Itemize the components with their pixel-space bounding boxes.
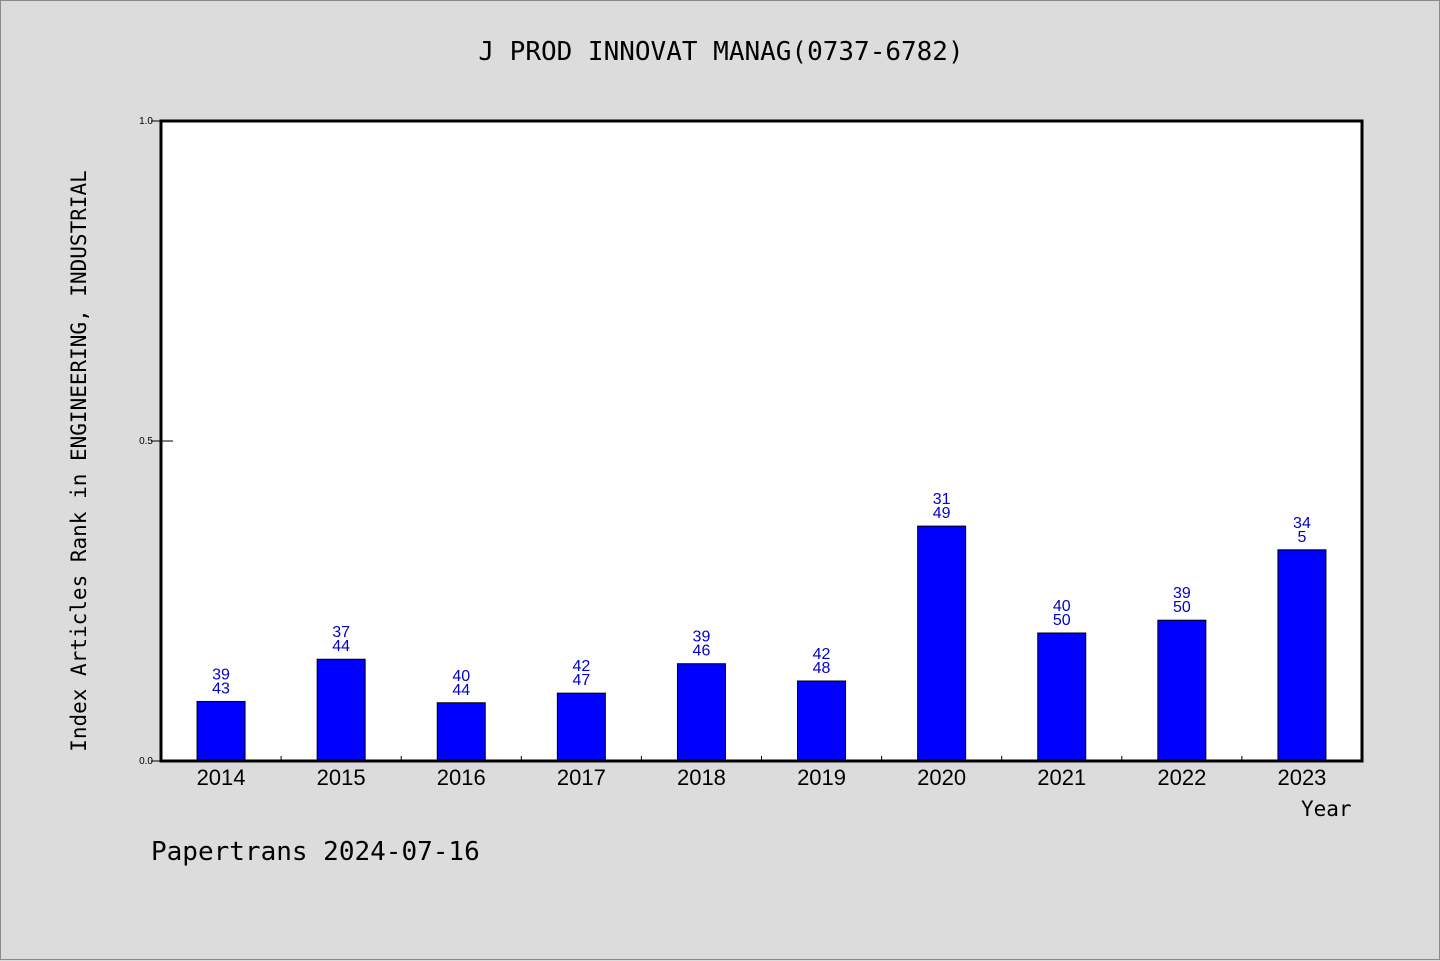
x-tick-label: 2017 (557, 765, 606, 790)
bar (1037, 632, 1087, 762)
y-tick-label: 0.0 (139, 756, 153, 767)
bar-label-bottom: 44 (332, 638, 350, 655)
bar-label-bottom: 46 (693, 643, 711, 660)
x-axis-label: Year (1301, 797, 1352, 821)
footer-credit: Papertrans 2024-07-16 (151, 837, 480, 867)
bar-label-bottom: 43 (212, 680, 230, 697)
x-tick-label: 2018 (677, 765, 726, 790)
x-tick-label: 2022 (1157, 765, 1206, 790)
bar (556, 692, 606, 762)
x-tick-label: 2020 (917, 765, 966, 790)
bar (676, 663, 726, 762)
bar-label-bottom: 50 (1053, 612, 1071, 629)
x-tick-label: 2015 (317, 765, 366, 790)
bar-label-bottom: 49 (933, 505, 951, 522)
bar (797, 680, 847, 762)
y-tick-label: 1.0 (139, 116, 153, 127)
bar (1157, 619, 1207, 762)
bar-label-bottom: 50 (1173, 599, 1191, 616)
bar-label-top: 31 (933, 491, 951, 508)
bar-label-top: 39 (212, 666, 230, 683)
bar-label-top: 40 (1053, 598, 1071, 615)
bar-label-top: 39 (1173, 585, 1191, 602)
bar-label-top: 34 (1293, 515, 1311, 532)
bar-label-top: 42 (813, 646, 831, 663)
bar-label-bottom: 48 (813, 660, 831, 677)
x-tick-label: 2016 (437, 765, 486, 790)
bar (436, 702, 486, 762)
bar (1277, 549, 1327, 762)
bar-label-top: 39 (693, 629, 711, 646)
bar-label-bottom: 44 (452, 682, 470, 699)
x-tick-label: 2014 (197, 765, 246, 790)
y-tick-label: 0.5 (139, 436, 153, 447)
x-tick-label: 2021 (1037, 765, 1086, 790)
bar-label-bottom: 47 (572, 672, 590, 689)
bar-label-top: 37 (332, 624, 350, 641)
bar-label-bottom: 5 (1297, 529, 1306, 546)
bar (196, 700, 246, 762)
bar-label-top: 42 (572, 658, 590, 675)
x-tick-label: 2023 (1277, 765, 1326, 790)
bar (316, 658, 366, 762)
bar-label-top: 40 (452, 668, 470, 685)
plot-border (159, 119, 1364, 763)
chart-title: J PROD INNOVAT MANAG(0737-6782) (478, 37, 964, 67)
x-tick-label: 2019 (797, 765, 846, 790)
bar (917, 525, 967, 762)
